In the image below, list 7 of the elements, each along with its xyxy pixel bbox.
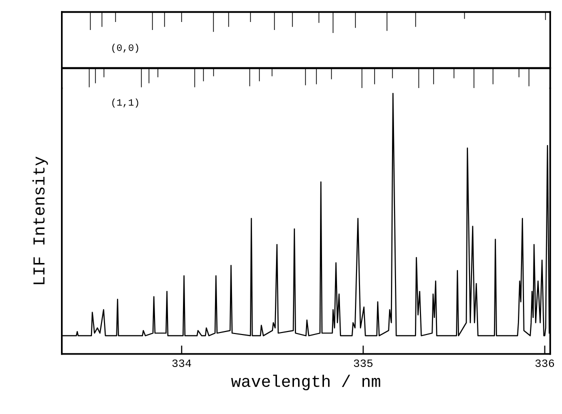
- x-tick-label: 336: [535, 359, 554, 367]
- x-axis-title: wavelength / nm: [231, 374, 380, 390]
- y-axis-title: LIF Intensity: [32, 156, 48, 284]
- x-tick-label: 335: [354, 359, 372, 367]
- x-tick-label: 334: [172, 359, 192, 367]
- annotation: (1,1): [112, 98, 138, 108]
- text: (0,0): [112, 44, 138, 53]
